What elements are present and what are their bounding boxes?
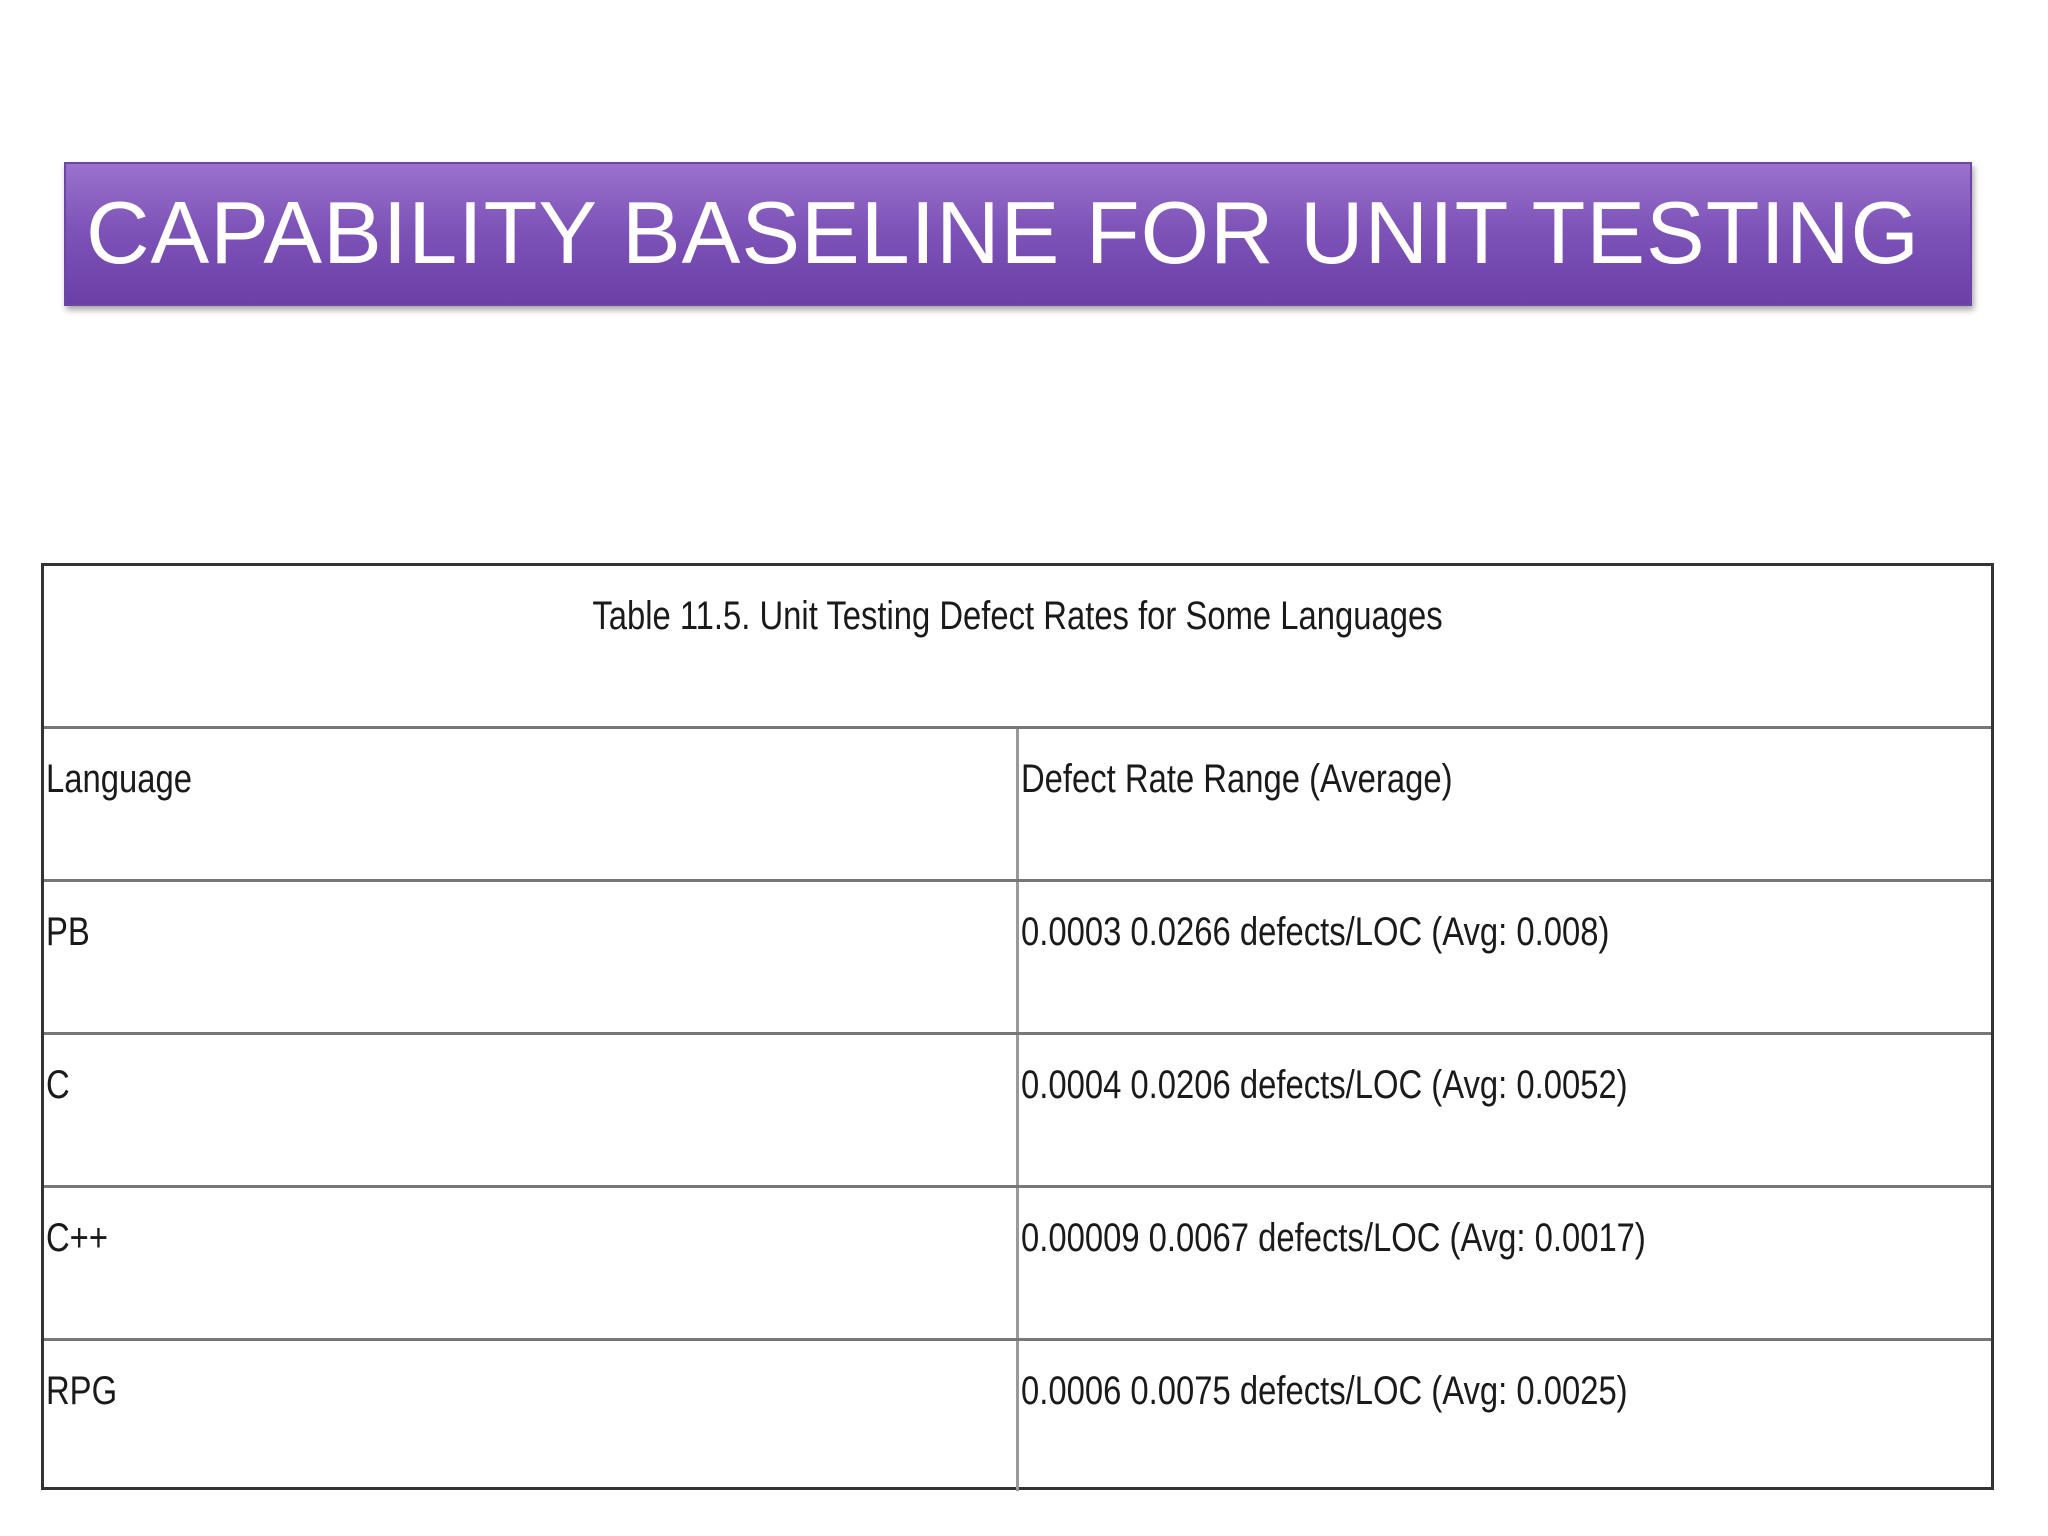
table-row: PB 0.0003 0.0266 defects/LOC (Avg: 0.008… — [44, 880, 1991, 1035]
language-cell: RPG — [44, 1339, 1019, 1491]
table-row: RPG 0.0006 0.0075 defects/LOC (Avg: 0.00… — [44, 1339, 1991, 1491]
header-defect-rate: Defect Rate Range (Average) — [1017, 727, 1991, 882]
slide-title: CAPABILITY BASELINE FOR UNIT TESTING — [86, 183, 1920, 282]
defect-rate-cell: 0.0006 0.0075 defects/LOC (Avg: 0.0025) — [1021, 1369, 1628, 1413]
language-cell: PB — [44, 880, 1019, 1035]
table-row: C 0.0004 0.0206 defects/LOC (Avg: 0.0052… — [44, 1033, 1991, 1188]
table-header-row: Language Defect Rate Range (Average) — [44, 727, 1991, 882]
table-row: C++ 0.00009 0.0067 defects/LOC (Avg: 0.0… — [44, 1186, 1991, 1341]
language-cell: C++ — [44, 1186, 1019, 1341]
table-caption-row: Table 11.5. Unit Testing Defect Rates fo… — [44, 566, 1991, 729]
defect-rate-cell: 0.0004 0.0206 defects/LOC (Avg: 0.0052) — [1017, 1033, 1991, 1188]
defect-rate-cell: 0.00009 0.0067 defects/LOC (Avg: 0.0017) — [1017, 1186, 1991, 1341]
defect-rates-table-container: Table 11.5. Unit Testing Defect Rates fo… — [41, 563, 1994, 1491]
defect-rates-table: Table 11.5. Unit Testing Defect Rates fo… — [44, 566, 1991, 1491]
table-caption: Table 11.5. Unit Testing Defect Rates fo… — [44, 566, 1991, 729]
language-cell: C — [44, 1033, 1019, 1188]
defect-rate-cell: 0.0003 0.0266 defects/LOC (Avg: 0.008) — [1017, 880, 1991, 1035]
title-bar: CAPABILITY BASELINE FOR UNIT TESTING — [64, 162, 1972, 306]
header-language: Language — [44, 727, 1019, 882]
